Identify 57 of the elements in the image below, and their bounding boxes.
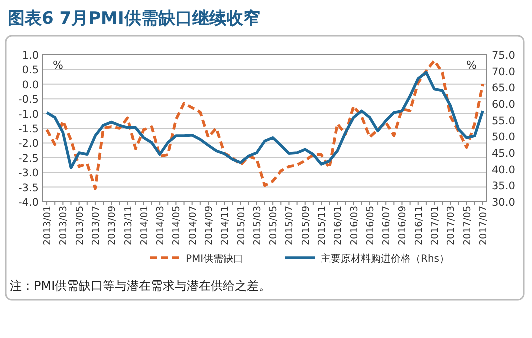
y2-tick-label: 70.0 <box>492 66 516 78</box>
y-tick-label: -4.0 <box>18 197 39 209</box>
y2-tick-label: 45.0 <box>492 148 516 160</box>
y-tick-label: -3.0 <box>18 168 39 180</box>
line-series <box>46 71 484 170</box>
text: 注：PMI供需缺口等与潜在需求与潜在供给之差。 <box>10 279 272 293</box>
x-tick-label: 2015/09 <box>300 206 312 246</box>
x-tick-label: 2014/01 <box>139 206 150 246</box>
y-tick-label: -2.5 <box>18 152 39 165</box>
y2-tick-label: 60.0 <box>492 99 516 111</box>
y-tick-label: 0.0 <box>22 79 39 92</box>
x-tick-label: 2014/07 <box>188 206 199 246</box>
x-tick-label: 2013/03 <box>58 206 70 246</box>
x-tick-label: 2015/07 <box>284 206 296 246</box>
y2-tick-label: 35.0 <box>492 180 516 193</box>
x-tick-label: 2014/11 <box>220 206 232 246</box>
x-tick-label: 2013/05 <box>74 206 86 246</box>
y-axis-title: % <box>53 59 64 72</box>
y2-tick-label: 50.0 <box>492 132 516 144</box>
line-series <box>46 59 484 190</box>
x-tick-label: 2017/01 <box>430 206 442 246</box>
x-tick-label: 2014/03 <box>156 206 167 246</box>
x-tick-label: 2015/05 <box>268 206 280 246</box>
x-tick-label: 2015/01 <box>236 206 248 246</box>
y2-tick-label: 75.0 <box>492 50 516 62</box>
x-tick-label: 2014/09 <box>204 206 215 246</box>
x-tick-label: 2015/03 <box>252 206 264 246</box>
y-tick-label: -2.0 <box>18 138 39 150</box>
x-tick-label: 2015/11 <box>317 206 328 246</box>
y2-tick-label: 55.0 <box>492 115 516 128</box>
x-tick-label: 2016/01 <box>333 206 344 246</box>
x-tick-label: 2017/07 <box>478 206 490 246</box>
x-tick-label: 2013/09 <box>107 206 118 246</box>
x-tick-label: 2016/05 <box>365 206 376 246</box>
y-tick-label: 0.5 <box>22 64 39 77</box>
x-tick-label: 2016/07 <box>382 206 393 246</box>
x-tick-label: 2017/05 <box>462 206 474 246</box>
legend-label: 主要原材料购进价格（Rhs） <box>321 253 450 265</box>
x-tick-label: 2017/03 <box>446 206 458 246</box>
x-tick-label: 2013/07 <box>90 206 102 246</box>
y2-tick-label: 30.0 <box>492 197 516 209</box>
x-tick-label: 2016/11 <box>414 206 425 246</box>
y-tick-label: 1.0 <box>22 50 39 62</box>
y2-axis-title: % <box>466 59 477 72</box>
y-tick-label: -3.5 <box>18 182 39 194</box>
chart-title: 图表6 7月PMI供需缺口继续收窄 <box>8 9 260 29</box>
x-tick-label: 2016/09 <box>398 206 409 246</box>
y-tick-label: -0.5 <box>18 94 39 106</box>
x-tick-label: 2014/05 <box>172 206 183 246</box>
y-tick-label: -1.0 <box>18 108 39 121</box>
y2-tick-label: 40.0 <box>492 164 516 176</box>
legend-label: PMI供需缺口 <box>186 253 244 265</box>
y-tick-label: -1.5 <box>18 124 39 136</box>
x-tick-label: 2013/01 <box>42 206 54 246</box>
x-tick-label: 2016/03 <box>349 206 360 246</box>
y2-tick-label: 65.0 <box>492 82 516 95</box>
x-tick-label: 2013/11 <box>123 206 134 246</box>
